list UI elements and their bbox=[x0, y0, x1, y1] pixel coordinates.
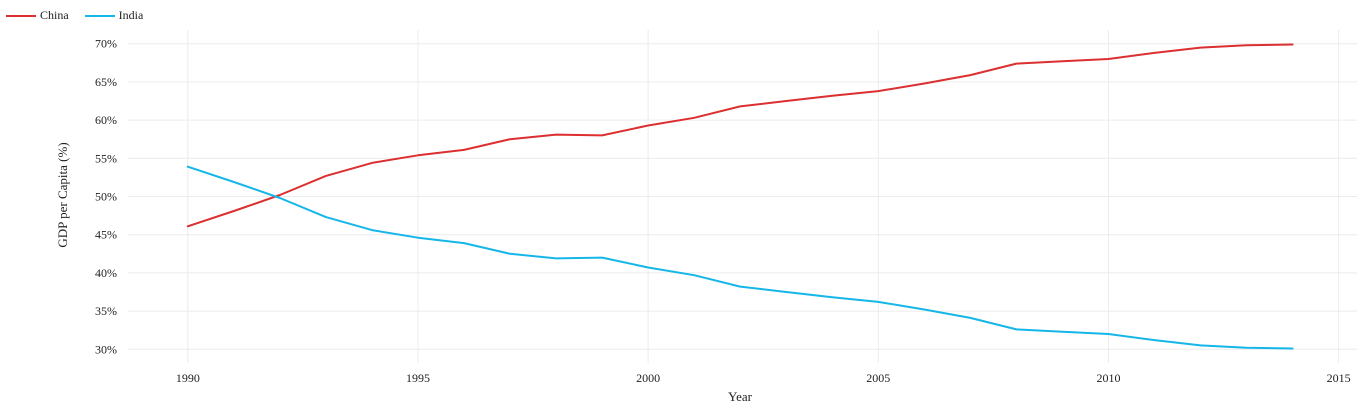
y-tick-label: 35% bbox=[95, 304, 117, 318]
y-axis-title: GDP per Capita (%) bbox=[55, 142, 70, 247]
y-tick-label: 60% bbox=[95, 113, 117, 127]
legend-item-india[interactable]: India bbox=[84, 8, 144, 23]
y-tick-label: 45% bbox=[95, 228, 117, 242]
x-tick-label: 1990 bbox=[176, 371, 200, 385]
series-lines bbox=[186, 43, 1294, 350]
x-tick-label: 2015 bbox=[1327, 371, 1351, 385]
x-tick-label: 2000 bbox=[636, 371, 660, 385]
legend-label-india: India bbox=[118, 8, 144, 22]
legend: China India bbox=[6, 8, 159, 23]
legend-item-china[interactable]: China bbox=[6, 8, 69, 23]
x-tick-label: 1995 bbox=[406, 371, 430, 385]
legend-label-china: China bbox=[40, 8, 69, 22]
y-tick-label: 50% bbox=[95, 190, 117, 204]
legend-swatch-china bbox=[6, 14, 36, 17]
legend-swatch-india bbox=[84, 14, 115, 17]
y-tick-label: 40% bbox=[95, 266, 117, 280]
series-line-india bbox=[186, 165, 1294, 350]
x-tick-label: 2005 bbox=[866, 371, 890, 385]
x-axis-ticks: 1990 1995 2000 2005 2010 2015 bbox=[176, 371, 1351, 385]
y-tick-label: 30% bbox=[95, 342, 117, 356]
x-tick-label: 2010 bbox=[1096, 371, 1120, 385]
y-tick-label: 65% bbox=[95, 75, 117, 89]
y-tick-label: 55% bbox=[95, 151, 117, 165]
y-axis-ticks: 30% 35% 40% 45% 50% 55% 60% 65% 70% bbox=[95, 37, 117, 357]
y-tick-label: 70% bbox=[95, 37, 117, 51]
series-line-china bbox=[186, 43, 1294, 228]
x-axis-title: Year bbox=[728, 389, 753, 404]
gridlines bbox=[128, 30, 1357, 363]
